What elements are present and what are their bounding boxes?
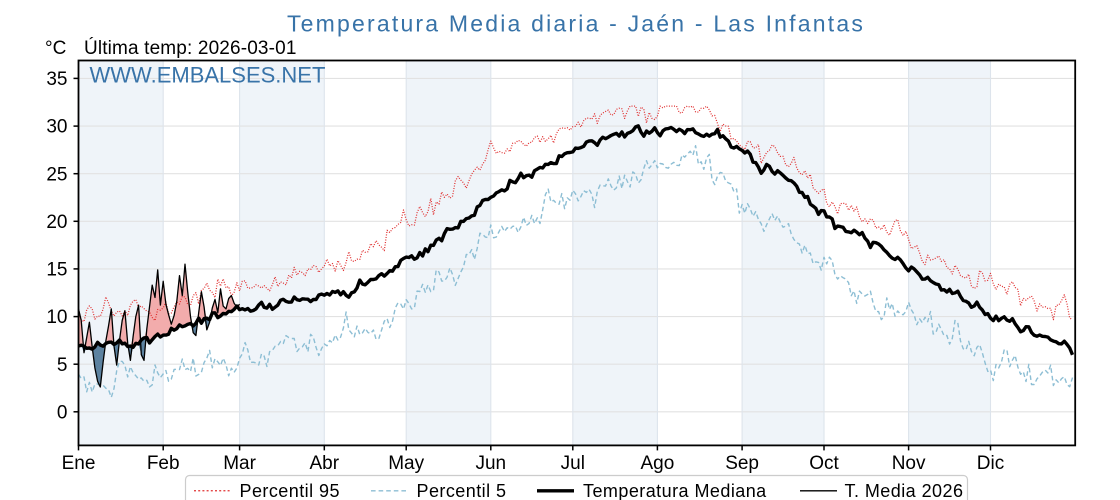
svg-text:Ene: Ene xyxy=(62,453,96,474)
svg-text:Ago: Ago xyxy=(640,453,674,474)
svg-text:Nov: Nov xyxy=(892,453,926,474)
svg-text:°C: °C xyxy=(45,38,66,59)
svg-text:30: 30 xyxy=(46,117,67,138)
svg-text:Temperatura Media diaria - Jaé: Temperatura Media diaria - Jaén - Las In… xyxy=(287,11,865,37)
svg-text:25: 25 xyxy=(46,164,67,185)
svg-text:Sep: Sep xyxy=(725,453,759,474)
svg-text:Feb: Feb xyxy=(147,453,180,474)
svg-text:10: 10 xyxy=(46,307,67,328)
svg-text:Dic: Dic xyxy=(977,453,1004,474)
svg-text:Percentil 95: Percentil 95 xyxy=(240,481,340,500)
svg-text:Jul: Jul xyxy=(561,453,585,474)
svg-text:Temperatura Mediana: Temperatura Mediana xyxy=(583,481,767,500)
svg-text:Abr: Abr xyxy=(310,453,340,474)
svg-text:Oct: Oct xyxy=(809,453,839,474)
svg-text:WWW.EMBALSES.NET: WWW.EMBALSES.NET xyxy=(90,63,326,88)
svg-text:5: 5 xyxy=(57,355,68,376)
svg-text:35: 35 xyxy=(46,69,67,90)
svg-text:Jun: Jun xyxy=(475,453,506,474)
svg-text:Mar: Mar xyxy=(223,453,256,474)
svg-text:20: 20 xyxy=(46,212,67,233)
svg-text:0: 0 xyxy=(57,402,68,423)
svg-text:Última temp: 2026-03-01: Última temp: 2026-03-01 xyxy=(84,37,297,59)
svg-text:Percentil 5: Percentil 5 xyxy=(417,481,507,500)
svg-text:May: May xyxy=(388,453,424,474)
svg-text:15: 15 xyxy=(46,260,67,281)
svg-text:T. Media 2026: T. Media 2026 xyxy=(845,481,964,500)
